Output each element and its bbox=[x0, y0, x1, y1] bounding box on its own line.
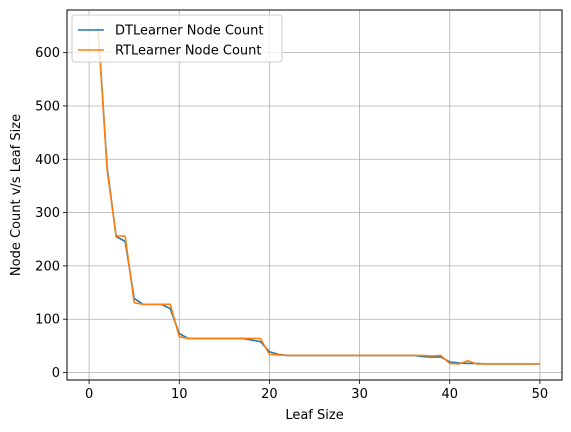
series-lines bbox=[97, 27, 540, 365]
y-tick-label: 600 bbox=[35, 46, 60, 61]
x-tick-label: 0 bbox=[85, 387, 93, 402]
x-tick-label: 50 bbox=[532, 387, 549, 402]
legend: DTLearner Node Count RTLearner Node Coun… bbox=[71, 14, 283, 63]
y-axis: 0 100 200 300 400 500 600 bbox=[35, 46, 67, 381]
y-axis-label: Node Count v/s Leaf Size bbox=[9, 114, 24, 276]
series-line-rtlearner-node-count bbox=[97, 28, 540, 365]
y-tick-label: 500 bbox=[35, 99, 60, 114]
x-tick-label: 30 bbox=[351, 387, 368, 402]
x-tick-label: 10 bbox=[171, 387, 188, 402]
x-axis: 0 10 20 30 40 50 bbox=[85, 380, 548, 402]
grid bbox=[67, 10, 562, 380]
y-tick-label: 200 bbox=[35, 259, 60, 274]
y-tick-label: 0 bbox=[52, 366, 60, 381]
y-tick-label: 400 bbox=[35, 153, 60, 168]
legend-box bbox=[71, 14, 283, 63]
legend-label-rtlearner: RTLearner Node Count bbox=[115, 44, 262, 59]
y-tick-label: 100 bbox=[35, 313, 60, 328]
legend-label-dtlearner: DTLearner Node Count bbox=[115, 24, 263, 39]
x-axis-label: Leaf Size bbox=[285, 408, 343, 423]
plot-frame bbox=[66, 9, 563, 381]
x-tick-label: 40 bbox=[441, 387, 458, 402]
y-tick-label: 300 bbox=[35, 206, 60, 221]
x-tick-label: 20 bbox=[261, 387, 278, 402]
